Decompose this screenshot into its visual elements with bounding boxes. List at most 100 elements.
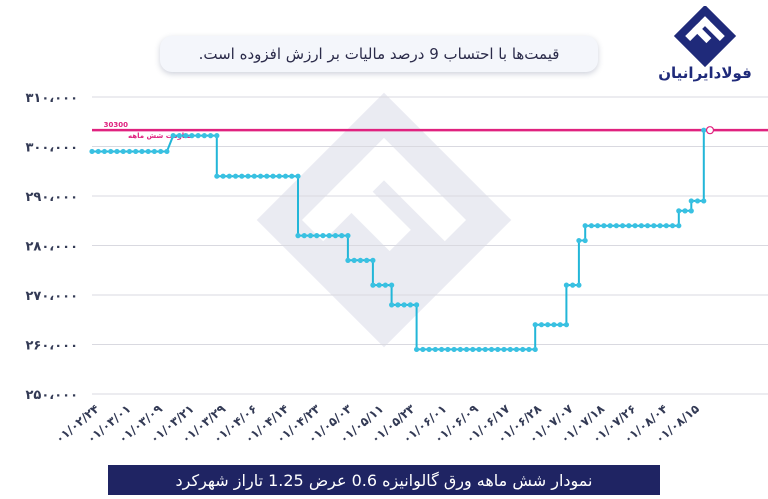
data-point: [582, 237, 588, 244]
data-point: [239, 173, 245, 179]
resistance-caption: مقاومت شش ماهه: [128, 132, 194, 140]
data-point: [657, 223, 663, 229]
data-point: [170, 133, 176, 139]
data-point: [632, 223, 638, 229]
data-point: [414, 302, 420, 308]
data-point: [251, 173, 257, 179]
y-tick-label: ۲۶۰،۰۰۰: [25, 339, 78, 354]
data-point: [145, 148, 151, 155]
data-point: [651, 223, 657, 229]
data-point: [89, 148, 95, 155]
data-point: [457, 346, 463, 353]
data-point: [532, 322, 538, 328]
data-point: [139, 148, 145, 155]
data-point: [445, 346, 451, 353]
data-point: [389, 302, 395, 308]
data-point: [345, 257, 351, 263]
data-point: [563, 282, 570, 288]
data-point: [663, 223, 669, 229]
data-point: [432, 346, 438, 353]
data-point: [176, 133, 182, 139]
y-tick-label: ۳۰۰،۰۰۰: [25, 141, 78, 156]
data-point: [326, 233, 332, 239]
data-point: [114, 148, 120, 155]
vat-note-text: قیمت‌ها با احتساب 9 درصد مالیات بر ارزش …: [198, 45, 560, 63]
data-point: [345, 233, 351, 239]
data-point: [420, 346, 426, 353]
data-point: [232, 173, 239, 179]
chart-caption-text: نمودار شش ماهه ورق گالوانیزه 0.6 عرض 1.2…: [175, 470, 593, 490]
data-point: [201, 133, 207, 139]
data-point: [370, 282, 376, 288]
latest-point: [705, 126, 715, 135]
data-point: [701, 127, 707, 133]
data-point: [314, 233, 320, 239]
data-point: [488, 346, 495, 353]
data-point: [183, 133, 189, 139]
data-point: [576, 282, 582, 288]
data-point: [95, 148, 101, 155]
data-point: [551, 322, 557, 328]
data-point: [101, 148, 108, 155]
data-point: [126, 148, 133, 155]
price-chart: ۲۵۰،۰۰۰ ۲۶۰،۰۰۰ ۲۷۰،۰۰۰ ۲۸۰،۰۰۰ ۲۹۰،۰۰۰ ۳۰۰،۰…: [25, 91, 768, 446]
data-point: [376, 282, 382, 288]
data-point: [189, 133, 195, 139]
data-point: [370, 257, 376, 263]
data-point: [108, 148, 114, 155]
data-point: [220, 173, 226, 179]
data-point: [601, 223, 607, 229]
data-point: [495, 346, 501, 353]
data-point: [507, 346, 513, 353]
data-point: [694, 198, 701, 204]
data-point: [570, 282, 576, 288]
data-point: [476, 346, 482, 353]
data-point: [158, 148, 164, 155]
data-point: [644, 223, 651, 229]
data-point: [264, 173, 270, 179]
data-point: [626, 223, 632, 229]
data-point: [557, 322, 563, 328]
data-point: [501, 346, 507, 353]
data-point: [320, 233, 326, 239]
y-tick-label: ۲۹۰،۰۰۰: [25, 190, 78, 205]
data-point: [588, 223, 594, 229]
data-point: [332, 233, 339, 239]
data-point: [164, 148, 170, 155]
data-point: [282, 173, 289, 179]
data-point: [463, 346, 470, 353]
data-point: [482, 346, 488, 353]
data-point: [595, 223, 601, 229]
data-point: [151, 148, 158, 155]
data-point: [532, 346, 538, 353]
y-axis: ۲۵۰،۰۰۰ ۲۶۰،۰۰۰ ۲۷۰،۰۰۰ ۲۸۰،۰۰۰ ۲۹۰،۰۰۰ ۳۰۰،۰…: [25, 91, 78, 403]
data-point: [276, 173, 282, 179]
data-point: [357, 257, 364, 263]
chart-caption: نمودار شش ماهه ورق گالوانیزه 0.6 عرض 1.2…: [108, 465, 660, 495]
data-point: [120, 148, 126, 155]
data-point: [351, 257, 357, 263]
data-point: [701, 198, 707, 204]
data-point: [438, 346, 445, 353]
y-tick-label: ۳۱۰،۰۰۰: [25, 91, 78, 106]
y-tick-label: ۲۵۰،۰۰۰: [25, 388, 78, 403]
x-axis: ۰۱/۰۲/۲۴۰۱/۰۳/۰۱۰۱/۰۳/۰۹۰۱/۰۳/۲۱۰۱/۰۳/۲۹…: [53, 401, 702, 446]
brand-logo-icon: [673, 6, 737, 68]
y-tick-label: ۲۸۰،۰۰۰: [25, 240, 78, 255]
data-point: [195, 133, 201, 139]
data-point: [669, 223, 676, 229]
data-point: [545, 322, 551, 328]
data-point: [307, 233, 314, 239]
data-point: [407, 302, 413, 308]
data-point: [208, 133, 214, 139]
data-point: [638, 223, 644, 229]
data-point: [688, 198, 694, 204]
data-point: [364, 257, 370, 263]
price-series: [89, 126, 715, 353]
data-point: [620, 223, 626, 229]
data-point: [395, 302, 401, 308]
data-point: [295, 173, 301, 179]
data-point: [682, 208, 688, 214]
data-point: [676, 223, 682, 229]
